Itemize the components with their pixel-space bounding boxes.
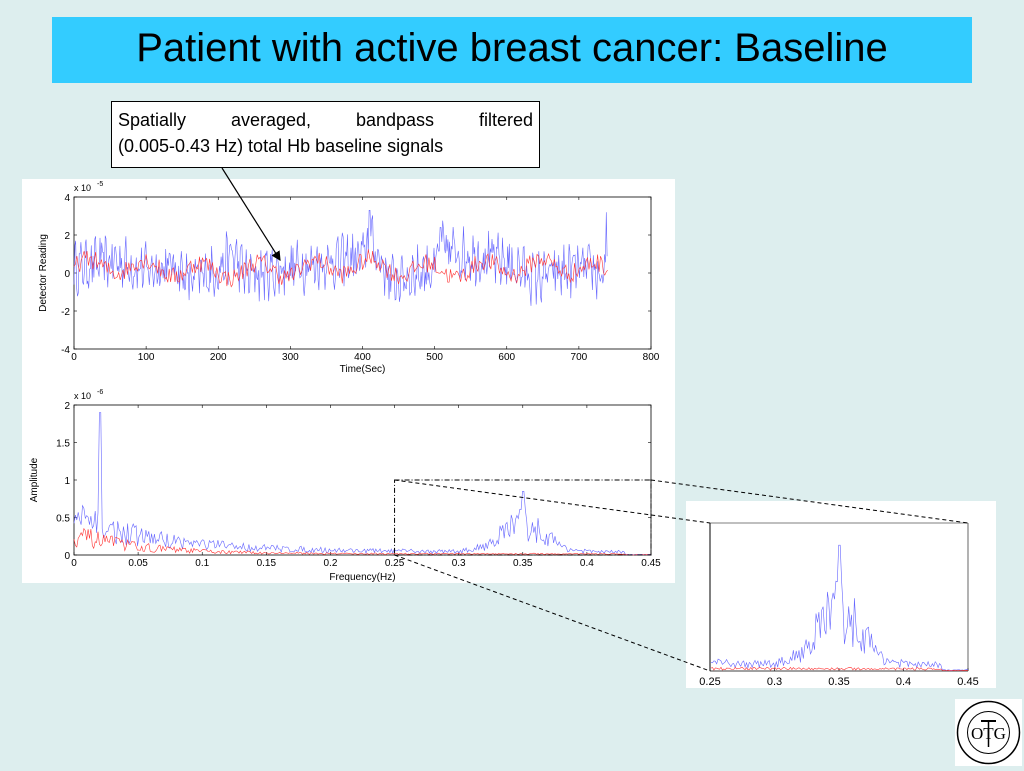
time-chart-exponent: x 10: [74, 183, 91, 193]
freq-series-red-line: [73, 527, 651, 556]
time-series-red-line: [73, 249, 608, 288]
otg-logo: OTG: [955, 699, 1022, 766]
freq-chart-ytick-label: 1.5: [56, 439, 70, 450]
freq-series-blue-line: [73, 412, 651, 556]
zoom-series-blue-line: [710, 544, 968, 671]
freq-chart-xtick-label: 0: [71, 558, 77, 569]
freq-chart-xtick-label: 0.1: [195, 558, 209, 569]
freq-chart-xtick-label: 0.3: [452, 558, 466, 569]
time-chart-xtick-label: 800: [643, 352, 660, 363]
freq-chart-xtick-label: 0.25: [385, 558, 405, 569]
time-chart-xtick-label: 700: [571, 352, 588, 363]
zoom-xtick-label: 0.45: [957, 676, 978, 688]
time-chart-xtick-label: 100: [138, 352, 155, 363]
callout-line-1: Spatially averaged, bandpass filtered: [118, 110, 533, 130]
time-chart-xtick-label: 400: [354, 352, 371, 363]
freq-chart-exponent-power: -6: [97, 389, 103, 396]
freq-chart-xtick-label: 0.45: [641, 558, 661, 569]
freq-chart-xtick-label: 0.4: [580, 558, 594, 569]
zoom-xtick-label: 0.35: [828, 676, 849, 688]
freq-chart-ytick-label: 1: [64, 476, 70, 487]
freq-chart-xtick-label: 0.15: [257, 558, 277, 569]
page-title: Patient with active breast cancer: Basel…: [136, 26, 888, 70]
time-chart-xtick-label: 0: [71, 352, 77, 363]
time-chart-ytick-label: 2: [64, 231, 70, 242]
time-chart-ytick-label: -4: [61, 345, 70, 356]
callout-box: Spatially averaged, bandpass filtered (0…: [111, 101, 540, 168]
time-chart-ytick-label: 0: [64, 269, 70, 280]
freq-chart-ytick-label: 2: [64, 401, 70, 412]
time-chart-xtick-label: 500: [426, 352, 443, 363]
freq-chart-ylabel: Amplitude: [29, 457, 40, 502]
title-bar: Patient with active breast cancer: Basel…: [52, 17, 972, 83]
time-chart-xtick-label: 300: [282, 352, 299, 363]
time-chart-xtick-label: 600: [498, 352, 515, 363]
zoom-xtick-label: 0.3: [767, 676, 782, 688]
otg-seal-icon: OTG: [956, 700, 1021, 765]
zoom-chart-svg: 0.25 0.3 0.35 0.4 0.45: [699, 522, 979, 688]
time-chart-ytick-label: 4: [64, 193, 70, 204]
time-chart-xlabel: Time(Sec): [340, 364, 386, 375]
freq-chart-ytick-label: 0.5: [56, 514, 70, 525]
zoom-xtick-label: 0.25: [699, 676, 720, 688]
time-chart-ytick-label: -2: [61, 307, 70, 318]
time-chart-exponent-power: -5: [97, 181, 103, 188]
freq-chart-xtick-label: 0.35: [513, 558, 533, 569]
freq-chart-xtick-label: 0.2: [323, 558, 337, 569]
zoom-chart-panel: 0.25 0.3 0.35 0.4 0.45: [686, 501, 996, 688]
zoom-series-red-line: [710, 666, 968, 671]
zoom-xtick-label: 0.4: [896, 676, 911, 688]
time-chart-xtick-label: 200: [210, 352, 227, 363]
main-chart-panel: 0 100 200 300 400 500 600 700 800 -4 -2 0 2 4 x 10 -5 Ti…: [22, 179, 675, 583]
freq-chart-exponent: x 10: [74, 391, 91, 401]
callout-line-2: (0.005-0.43 Hz) total Hb baseline signal…: [118, 136, 444, 156]
time-chart-ylabel: Detector Reading: [38, 234, 49, 312]
freq-chart-xtick-label: 0.05: [128, 558, 148, 569]
time-series-blue-line: [73, 210, 608, 306]
freq-chart-ytick-label: 0: [64, 551, 70, 562]
freq-chart-xlabel: Frequency(Hz): [329, 572, 395, 583]
